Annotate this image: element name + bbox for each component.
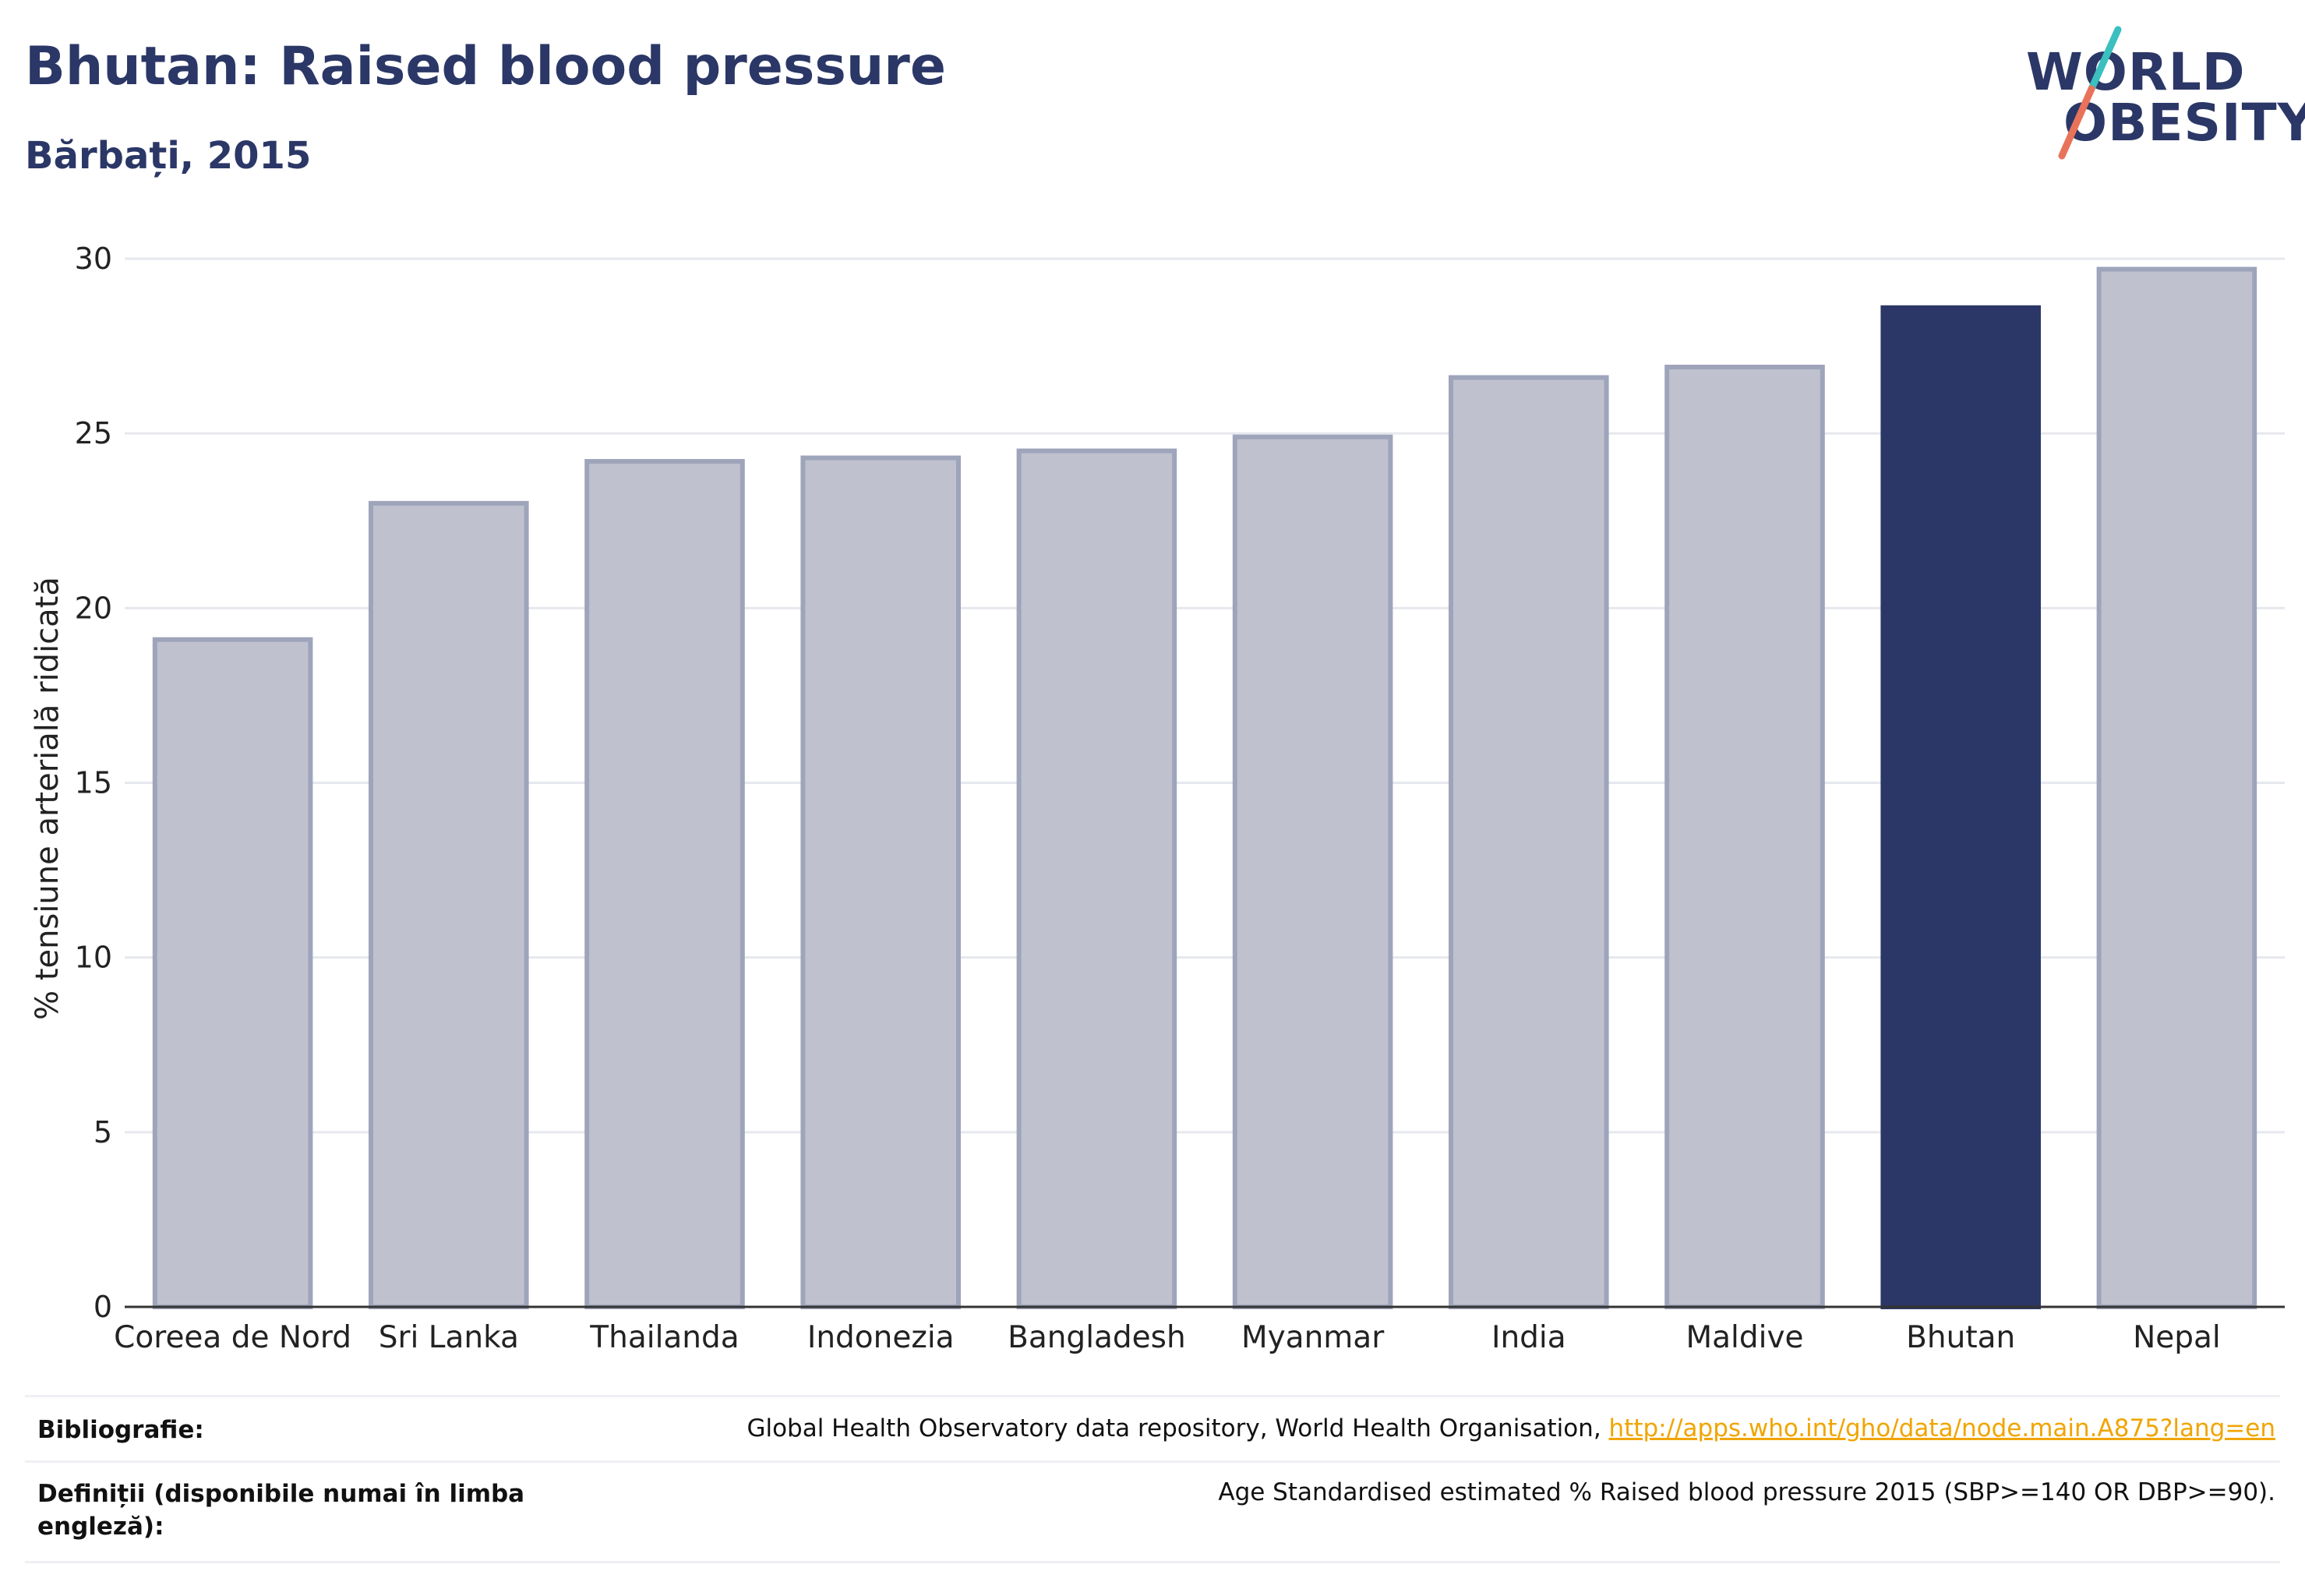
logo-text-world: WORLD: [2026, 42, 2246, 102]
logo-text-obesity: OBESITY: [2063, 93, 2305, 153]
x-tick-label: Indonezia: [807, 1320, 955, 1355]
bibliography-link[interactable]: http://apps.who.int/gho/data/node.main.A…: [1608, 1414, 2275, 1442]
logo-slash-icon: [2058, 26, 2122, 160]
x-tick-label: Thailanda: [589, 1320, 739, 1355]
bar-nepal: [2096, 267, 2257, 1310]
y-axis-label: % tensiune arterială ridicată: [30, 577, 65, 1020]
footer-definitions-row: Definiții (disponibile numai în limba en…: [25, 1460, 2280, 1563]
bars: [152, 267, 2257, 1310]
bibliography-text: Global Health Observatory data repositor…: [747, 1414, 1601, 1442]
y-tick-label: 5: [94, 1115, 112, 1149]
x-tick-label: Nepal: [2133, 1320, 2221, 1355]
y-tick-label: 0: [94, 1290, 112, 1324]
x-tick-label: Coreea de Nord: [114, 1320, 351, 1355]
y-tick-label: 30: [75, 242, 112, 276]
chart-title: Bhutan: Raised blood pressure: [25, 36, 946, 97]
footer-bibliography-row: Bibliografie: Global Health Observatory …: [25, 1395, 2280, 1463]
x-tick-label: India: [1491, 1320, 1566, 1355]
bibliography-value: Global Health Observatory data repositor…: [747, 1414, 2275, 1442]
x-tick-label: Bangladesh: [1008, 1320, 1186, 1355]
bar-chart: 0 5 10 15 20 25 30 Coreea de Nord Sri Lanka Thai…: [30, 242, 2285, 1355]
bar-myanmar: [1232, 434, 1393, 1309]
y-tick-label: 15: [75, 766, 112, 800]
y-tick-label: 25: [75, 416, 112, 450]
bar-sri-lanka: [369, 500, 529, 1309]
y-tick-label: 20: [75, 591, 112, 625]
x-tick-label: Sri Lanka: [379, 1320, 519, 1355]
world-obesity-logo: WORLD OBESITY: [2026, 23, 2305, 164]
bar-india: [1449, 375, 1609, 1309]
y-tick-label: 10: [75, 941, 112, 975]
bar-bhutan: [1880, 305, 2041, 1309]
x-tick-label: Maldive: [1686, 1320, 1803, 1355]
y-tick-labels: 0 5 10 15 20 25 30: [75, 242, 112, 1324]
definitions-label: Definiții (disponibile numai în limba en…: [37, 1480, 525, 1541]
bar-indonezia: [800, 455, 961, 1309]
x-tick-label: Bhutan: [1906, 1320, 2015, 1355]
chart-subtitle: Bărbați, 2015: [25, 134, 312, 178]
bar-maldive: [1664, 364, 1825, 1310]
x-tick-labels: Coreea de Nord Sri Lanka Thailanda Indonezi…: [114, 1320, 2221, 1355]
definitions-text: Age Standardised estimated % Raised bloo…: [1218, 1478, 2275, 1506]
bar-coreea-de-nord: [152, 637, 313, 1309]
x-tick-label: Myanmar: [1241, 1320, 1385, 1355]
bibliography-label: Bibliografie:: [37, 1416, 204, 1444]
bar-thailanda: [584, 459, 745, 1309]
bar-bangladesh: [1016, 448, 1177, 1309]
